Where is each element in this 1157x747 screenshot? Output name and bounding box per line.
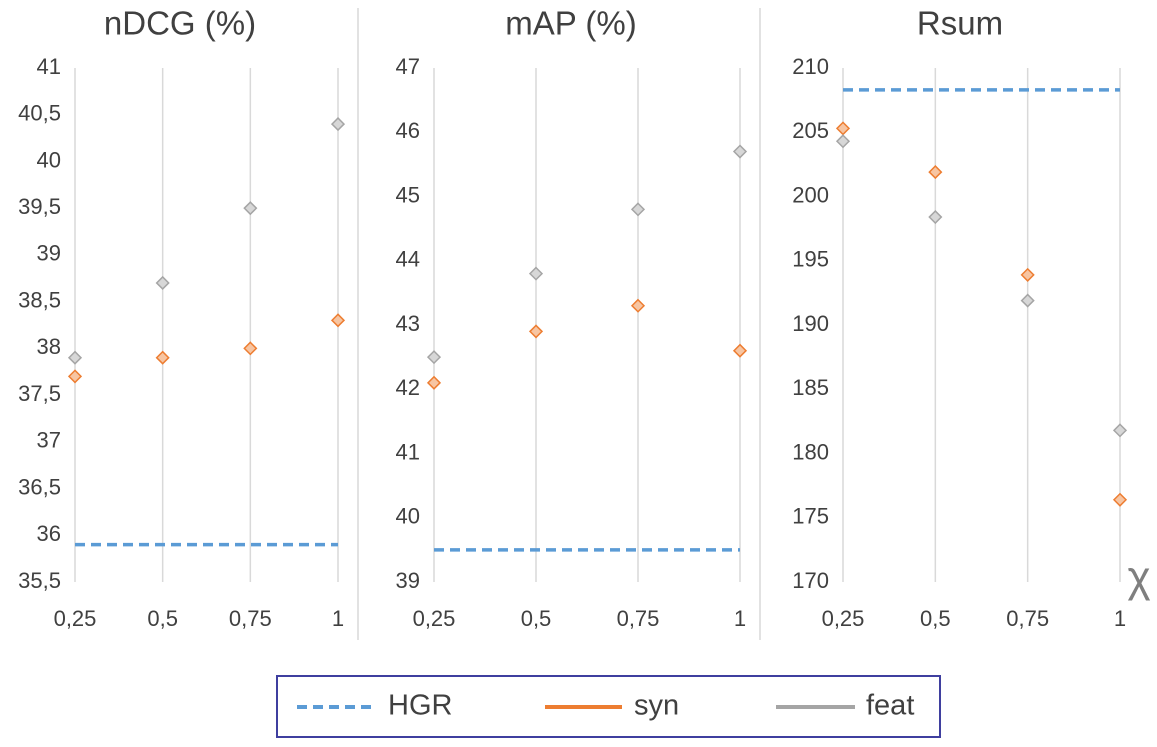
x-tick-label: 0,5 xyxy=(920,606,951,631)
y-tick-label: 39 xyxy=(37,241,61,266)
legend-label: HGR xyxy=(388,690,452,722)
y-tick-label: 38,5 xyxy=(18,287,61,312)
marker xyxy=(1020,293,1035,308)
y-tick-label: 185 xyxy=(792,375,829,400)
x-tick-label: 0,25 xyxy=(822,606,865,631)
marker xyxy=(155,275,170,291)
marker xyxy=(630,202,646,217)
x-axis-label: χ xyxy=(1127,553,1150,602)
x-tick-label: 0,5 xyxy=(147,606,178,631)
marker xyxy=(928,209,943,225)
x-tick-label: 0,75 xyxy=(229,606,272,631)
y-tick-label: 210 xyxy=(792,54,829,79)
y-tick-label: 43 xyxy=(396,311,420,336)
y-tick-label: 45 xyxy=(396,182,420,207)
y-tick-label: 35,5 xyxy=(18,568,61,593)
y-tick-label: 44 xyxy=(396,247,420,272)
y-tick-label: 40 xyxy=(396,504,420,529)
marker xyxy=(243,341,258,356)
y-tick-label: 200 xyxy=(792,182,829,207)
marker xyxy=(528,266,544,281)
y-tick-label: 190 xyxy=(792,311,829,336)
x-tick-label: 0,25 xyxy=(413,606,456,631)
chart-title: nDCG (%) xyxy=(104,5,256,42)
y-tick-label: 40,5 xyxy=(18,101,61,126)
y-tick-label: 42 xyxy=(396,375,420,400)
y-tick-label: 41 xyxy=(37,54,61,79)
x-tick-label: 0,75 xyxy=(617,606,660,631)
y-tick-label: 170 xyxy=(792,568,829,593)
y-tick-label: 195 xyxy=(792,247,829,272)
marker xyxy=(630,298,646,313)
y-tick-label: 39 xyxy=(396,568,420,593)
legend-label: syn xyxy=(634,690,679,722)
marker xyxy=(1112,492,1128,507)
chart-title: Rsum xyxy=(917,5,1003,42)
y-tick-label: 38 xyxy=(37,334,61,359)
y-tick-label: 37 xyxy=(37,428,61,453)
x-tick-label: 1 xyxy=(1114,606,1126,631)
y-tick-label: 41 xyxy=(396,439,420,464)
chart-title: mAP (%) xyxy=(505,5,636,42)
marker xyxy=(426,375,442,390)
marker xyxy=(928,165,943,180)
marker xyxy=(243,201,258,216)
legend-label: feat xyxy=(866,690,914,722)
x-tick-label: 0,5 xyxy=(521,606,552,631)
marker xyxy=(330,117,346,132)
y-tick-label: 37,5 xyxy=(18,381,61,406)
y-tick-label: 40 xyxy=(37,147,61,172)
x-tick-label: 1 xyxy=(734,606,746,631)
y-tick-label: 36,5 xyxy=(18,474,61,499)
marker xyxy=(835,134,851,149)
y-tick-label: 39,5 xyxy=(18,194,61,219)
x-tick-label: 0,75 xyxy=(1006,606,1049,631)
y-tick-label: 36 xyxy=(37,521,61,546)
x-tick-label: 0,25 xyxy=(54,606,97,631)
marker xyxy=(1020,267,1035,282)
marker xyxy=(528,324,544,339)
marker xyxy=(1112,423,1128,438)
marker xyxy=(732,144,748,159)
y-tick-label: 205 xyxy=(792,118,829,143)
y-tick-label: 175 xyxy=(792,504,829,529)
x-tick-label: 1 xyxy=(332,606,344,631)
y-tick-label: 180 xyxy=(792,439,829,464)
marker xyxy=(155,350,170,365)
marker xyxy=(330,313,346,328)
marker xyxy=(67,369,83,384)
marker xyxy=(732,343,748,358)
marker xyxy=(67,350,83,365)
marker xyxy=(835,121,851,136)
marker xyxy=(426,350,442,365)
y-tick-label: 47 xyxy=(396,54,420,79)
y-tick-label: 46 xyxy=(396,118,420,143)
